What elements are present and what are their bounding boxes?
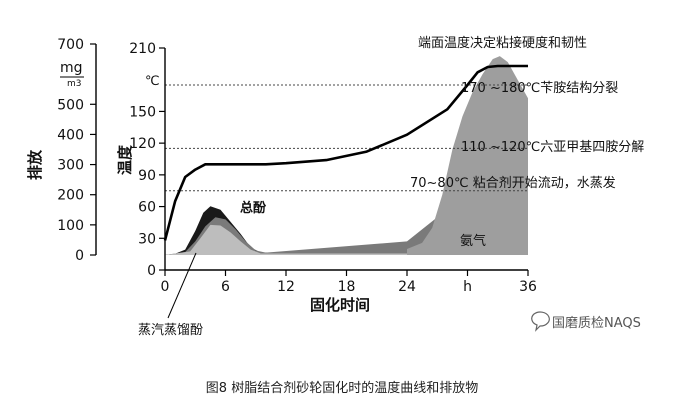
y-tick-label: 0 (147, 263, 156, 279)
secondary-axis-unit-top: mg (60, 60, 83, 76)
secondary-y-tick-label: 100 (57, 218, 84, 234)
secondary-y-tick-label: 400 (57, 127, 84, 143)
chat-bubble-icon (531, 311, 550, 332)
reference-label-75: 70~80℃ 粘合剂开始流动，水蒸发 (410, 175, 616, 191)
secondary-axis-unit-bottom: m3 (67, 79, 82, 89)
secondary-y-tick-label: 0 (75, 248, 84, 264)
x-axis-title: 固化时间 (310, 296, 370, 314)
watermark: 国磨质检NAQS (531, 311, 641, 332)
reference-label-175: 170 ~180℃苄胺结构分裂 (461, 81, 618, 96)
reference-label-115: 110 ~120℃六亚甲基四胺分解 (461, 140, 644, 155)
tick-labels: 0 6 12 18 24 h 36 0 30 60 90 120 150 210 0 100 200 300 400… (57, 37, 537, 295)
x-tick-label: 36 (519, 279, 537, 295)
x-tick-label: 6 (221, 279, 230, 295)
y-axis-unit: ℃ (145, 74, 160, 89)
secondary-axis-title: 排放 (26, 149, 44, 180)
reference-lines (165, 84, 528, 192)
y-tick-label: 150 (129, 104, 156, 120)
area-ammonia (407, 56, 528, 255)
watermark-text: 国磨质检NAQS (552, 316, 641, 331)
x-tick-label: h (463, 279, 472, 295)
y-tick-label: 30 (138, 231, 156, 247)
temperature-line (163, 64, 528, 241)
y-axis-title: 温度 (116, 144, 134, 175)
y-tick-label: 60 (138, 200, 156, 216)
secondary-y-tick-label: 200 (57, 188, 84, 204)
area-steam-distilled-phenol (165, 224, 528, 255)
x-tick-label: 18 (338, 279, 356, 295)
callout-leader-line (167, 252, 197, 319)
x-tick-label: 12 (277, 279, 295, 295)
emission-areas (165, 56, 528, 255)
secondary-y-tick-label: 700 (57, 37, 84, 53)
series-label-total-phenol: 总酚 (240, 200, 267, 216)
temperature-curve (163, 64, 528, 241)
figure-caption: 图8 树脂结合剂砂轮固化时的温度曲线和排放物 (206, 380, 478, 396)
series-label-steam-distilled-phenol: 蒸汽蒸馏酚 (138, 323, 203, 338)
y-tick-label: 90 (138, 168, 156, 184)
series-label-ammonia: 氨气 (460, 233, 486, 249)
x-tick-label: 0 (161, 279, 170, 295)
chart-title: 端面温度决定粘接硬度和韧性 (418, 35, 587, 51)
y-tick-label: 120 (129, 136, 156, 152)
secondary-y-tick-label: 300 (57, 158, 84, 174)
annotations: 端面温度决定粘接硬度和韧性 ℃ 温度 排放 mg m3 固化时间 170 ~18… (26, 35, 644, 396)
y-tick-label: 210 (129, 41, 156, 57)
x-tick-label: 24 (398, 279, 416, 295)
secondary-y-tick-label: 500 (57, 97, 84, 113)
